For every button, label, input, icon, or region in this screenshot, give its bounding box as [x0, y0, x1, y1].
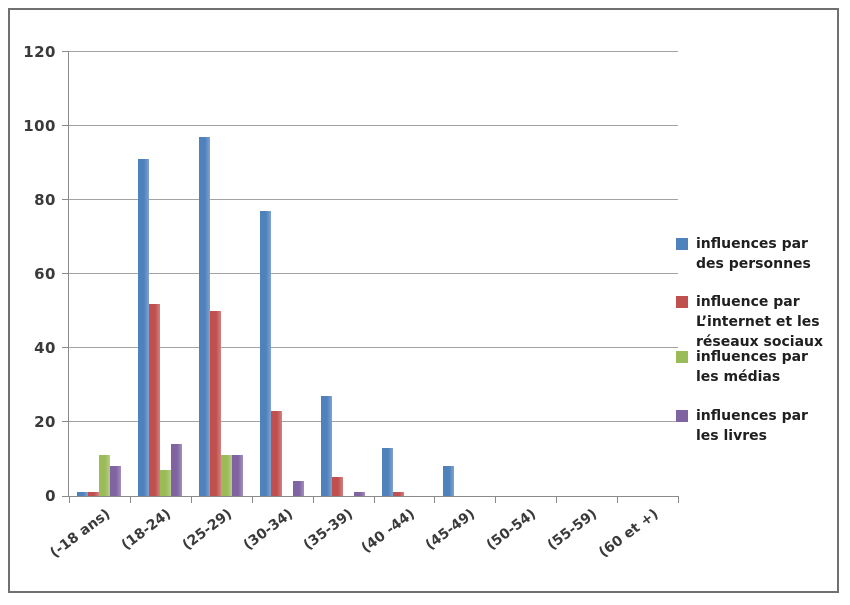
bar-series1-cat7 [443, 466, 454, 496]
y-axis-tick [62, 125, 69, 126]
plot-area [62, 51, 679, 503]
legend-item: influences par des personnes [676, 234, 811, 274]
bar-series3-cat1 [99, 455, 110, 496]
y-axis-label: 100 [23, 117, 56, 135]
legend-label-line: réseaux sociaux [696, 334, 824, 350]
bar-series2-cat2 [149, 304, 160, 496]
x-axis-tick [556, 496, 557, 503]
chart-border [8, 8, 839, 593]
bar-series1-cat6 [382, 448, 393, 496]
bar-series2-cat3 [210, 311, 221, 496]
legend-label: influence par L’internet et les réseaux so… [696, 292, 823, 352]
y-axis-label: 60 [34, 265, 56, 283]
y-axis-label: 40 [34, 339, 56, 357]
gridline [69, 125, 678, 126]
bar-series4-cat3 [232, 455, 243, 496]
gridline [69, 421, 678, 422]
y-axis-tick [62, 421, 69, 422]
gridline [69, 273, 678, 274]
legend-label: influences par les livres [696, 406, 808, 446]
bar-series4-cat4 [293, 481, 304, 496]
gridline [69, 347, 678, 348]
bar-series3-cat2 [160, 470, 171, 496]
y-axis-label: 80 [34, 191, 56, 209]
bar-series2-cat4 [271, 411, 282, 496]
bar-series1-cat3 [199, 137, 210, 496]
legend-swatch-icon [676, 296, 688, 308]
y-axis-tick [62, 199, 69, 200]
legend-label-line: influences par [696, 408, 808, 424]
bar-series1-cat4 [260, 211, 271, 496]
x-axis-tick [252, 496, 253, 503]
legend-label: influences par des personnes [696, 234, 811, 274]
legend-label-line: les livres [696, 428, 767, 444]
legend-label-line: des personnes [696, 256, 811, 272]
x-axis-tick [434, 496, 435, 503]
legend-label: influences par les médias [696, 347, 808, 387]
bar-series4-cat2 [171, 444, 182, 496]
y-axis-tick [62, 51, 69, 52]
legend-swatch-icon [676, 351, 688, 363]
bar-series2-cat6 [393, 492, 404, 496]
legend-item: influences par les livres [676, 406, 808, 446]
bar-series2-cat1 [88, 492, 99, 496]
x-axis-tick [495, 496, 496, 503]
legend-label-line: influences par [696, 236, 808, 252]
bar-series2-cat5 [332, 477, 343, 496]
y-axis-tick [62, 347, 69, 348]
x-axis-tick [191, 496, 192, 503]
y-axis-tick [62, 273, 69, 274]
bar-series1-cat5 [321, 396, 332, 496]
bar-series1-cat1 [77, 492, 88, 496]
gridline [69, 51, 678, 52]
y-axis-tick [62, 496, 69, 497]
legend-label-line: influence par [696, 294, 800, 310]
legend-item: influences par les médias [676, 347, 808, 387]
legend-label-line: les médias [696, 369, 781, 385]
x-axis-tick [678, 496, 679, 503]
legend-swatch-icon [676, 238, 688, 250]
bar-series4-cat1 [110, 466, 121, 496]
x-axis-tick [130, 496, 131, 503]
gridline [69, 199, 678, 200]
y-axis-label: 20 [34, 413, 56, 431]
legend-label-line: influences par [696, 349, 808, 365]
x-axis-tick [313, 496, 314, 503]
bar-series3-cat3 [221, 455, 232, 496]
bar-series4-cat5 [354, 492, 365, 496]
x-axis-tick [69, 496, 70, 503]
legend-item: influence par L’internet et les réseaux so… [676, 292, 823, 352]
legend: influences par des personnes influence par… [676, 0, 846, 605]
y-axis-label: 120 [23, 43, 56, 61]
y-axis-label: 0 [45, 487, 56, 505]
legend-label-line: L’internet et les [696, 314, 820, 330]
legend-swatch-icon [676, 410, 688, 422]
x-axis-tick [374, 496, 375, 503]
bar-series1-cat2 [138, 159, 149, 496]
x-axis-tick [617, 496, 618, 503]
